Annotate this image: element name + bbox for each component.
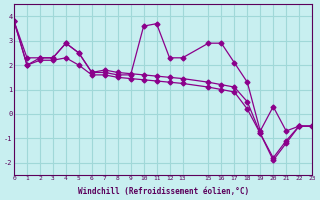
X-axis label: Windchill (Refroidissement éolien,°C): Windchill (Refroidissement éolien,°C) xyxy=(77,187,249,196)
